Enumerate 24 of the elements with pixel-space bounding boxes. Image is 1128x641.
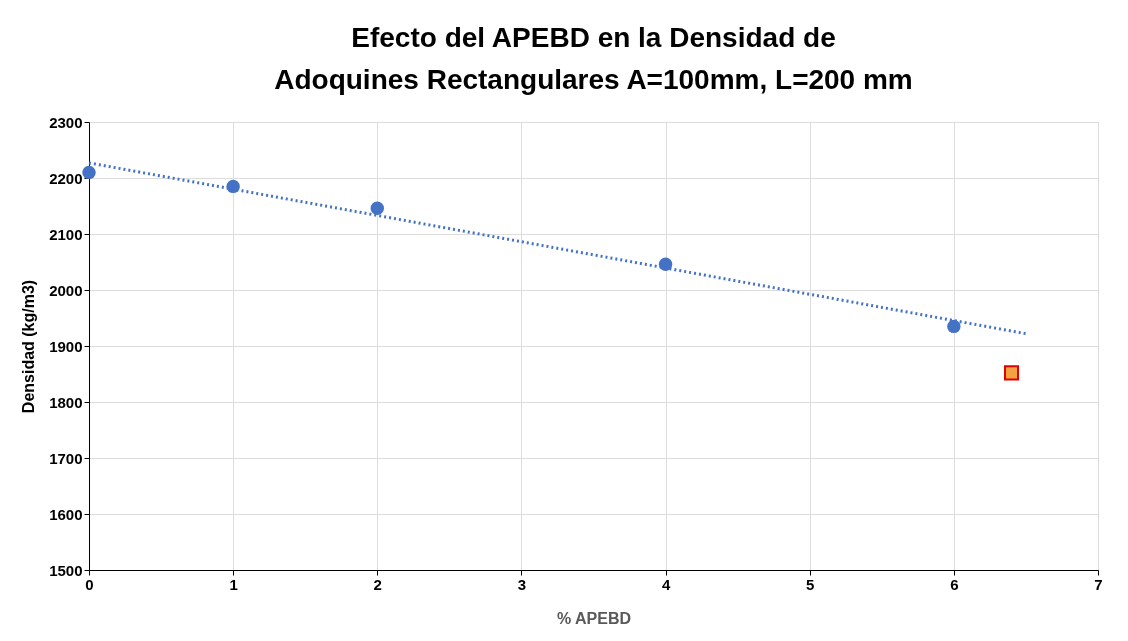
x-tick-label: 2: [373, 575, 382, 593]
x-tick-label: 6: [950, 575, 959, 593]
x-tick-label: 1: [229, 575, 238, 593]
y-tick-label: 1600: [49, 505, 83, 523]
x-tick-label: 0: [85, 575, 94, 593]
x-axis-title: % APEBD: [556, 609, 632, 627]
y-tick-label: 1500: [49, 561, 83, 579]
y-axis-title: Densidad (kg/m3): [20, 279, 38, 414]
point: [1004, 365, 1020, 381]
y-tick-label: 2100: [49, 225, 83, 243]
y-tick-label: 1800: [49, 393, 83, 411]
y-tick-label: 2000: [49, 281, 83, 299]
y-tick-label: 2200: [49, 169, 83, 187]
x-tick-label: 4: [661, 575, 671, 593]
x-tick-label: 3: [517, 575, 527, 593]
x-tick-label: 5: [806, 575, 815, 593]
point: [370, 201, 384, 215]
x-tick-label: 7: [1094, 575, 1103, 593]
y-tick-label: 2300: [49, 113, 83, 131]
chart-title: Efecto del APEBD en la Densidad de Adoquines Rectangulares A=100mm, L=200 mm: [274, 22, 913, 95]
y-tick-label: 1900: [49, 337, 83, 355]
y-tick-label: 1700: [49, 449, 83, 467]
point: [947, 319, 961, 334]
point: [82, 165, 96, 180]
